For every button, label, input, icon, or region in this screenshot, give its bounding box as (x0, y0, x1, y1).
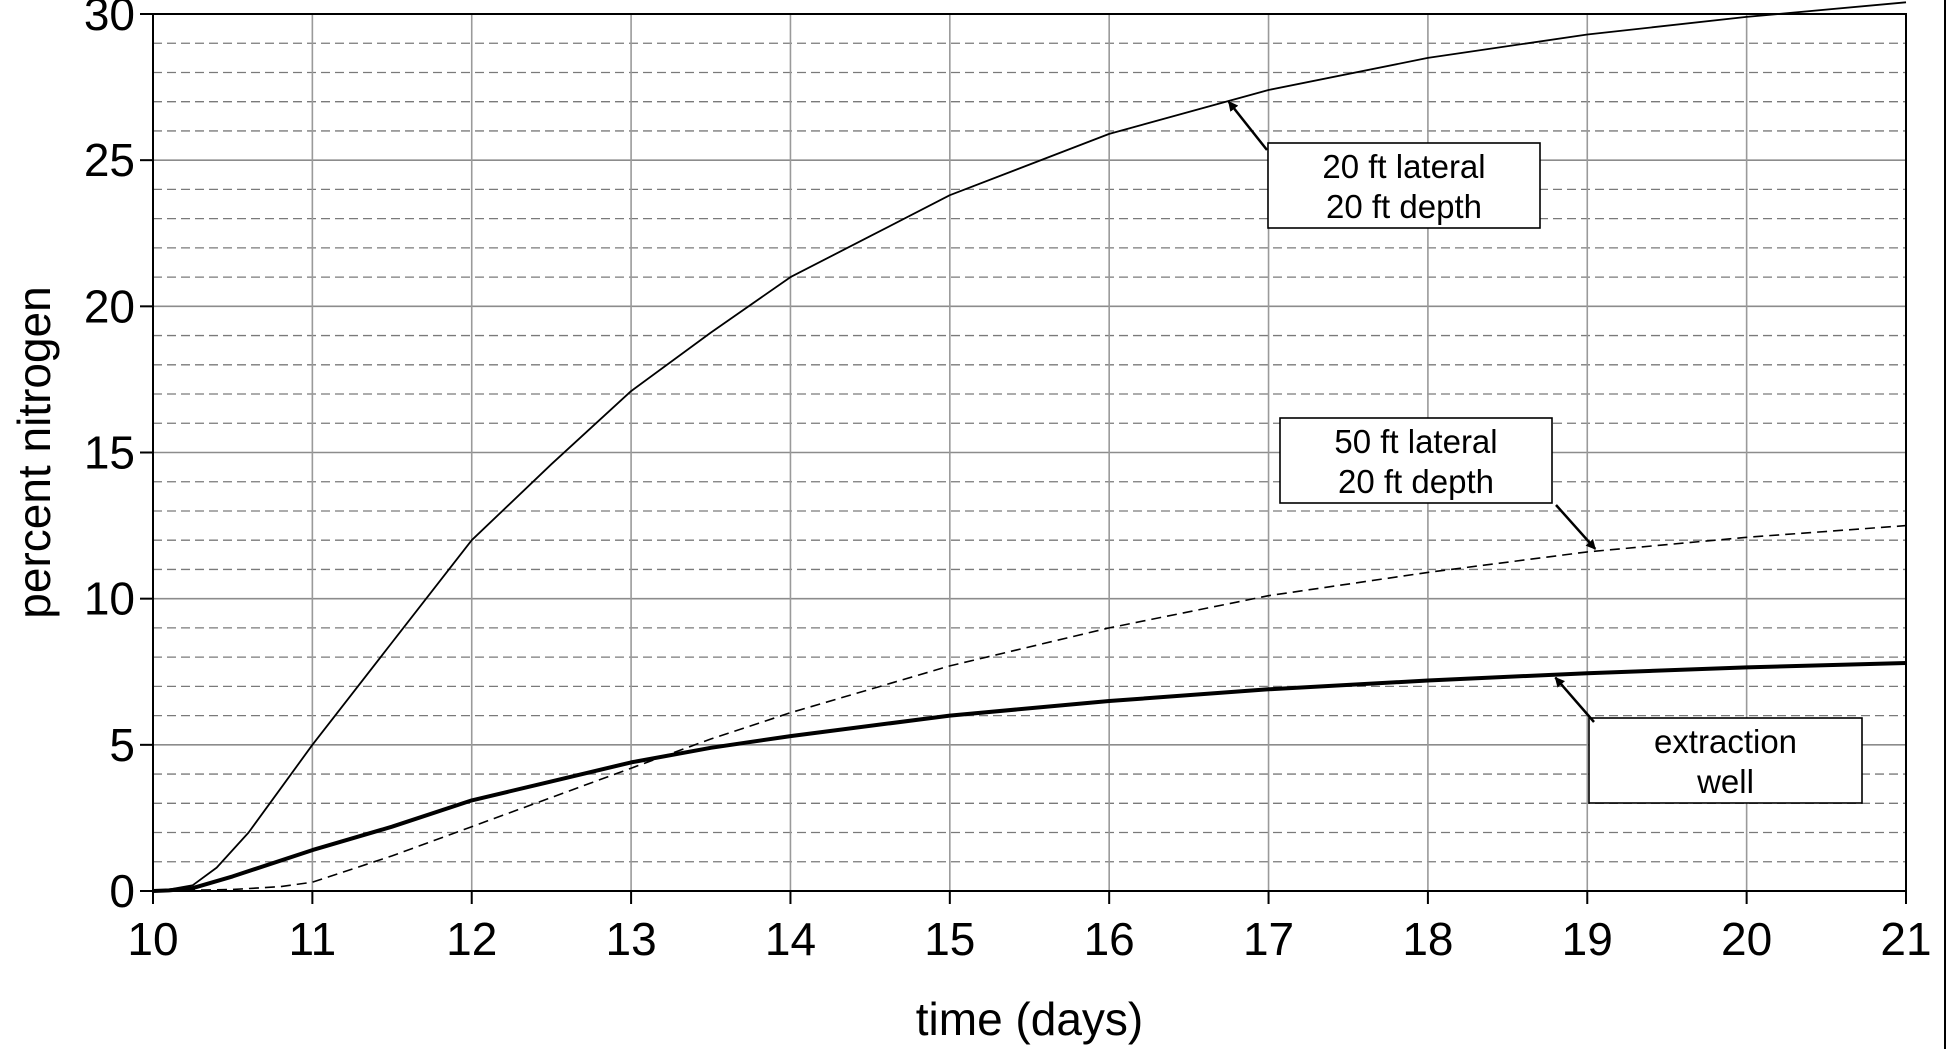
annotation-text: 20 ft depth (1338, 463, 1494, 500)
y-tick-label: 0 (109, 865, 135, 917)
y-tick-labels: 0 5 10 15 20 25 30 (84, 0, 135, 917)
annotation-text: extraction (1654, 723, 1797, 760)
series-line (152, 524, 1907, 892)
tick-marks (140, 13, 1907, 904)
y-tick-label: 5 (109, 719, 135, 771)
series-layer (152, 1, 1907, 893)
annotation-arrow (1554, 676, 1595, 723)
x-tick-label: 15 (924, 913, 975, 965)
annotation-text: 50 ft lateral (1334, 423, 1497, 460)
x-tick-label: 11 (288, 913, 336, 965)
x-tick-label: 17 (1243, 913, 1294, 965)
minor-gridlines (153, 42, 1906, 863)
series-line (152, 1, 1907, 892)
x-tick-label: 13 (606, 913, 657, 965)
annotation-box (1267, 142, 1541, 229)
x-tick-label: 20 (1721, 913, 1772, 965)
y-tick-label: 20 (84, 280, 135, 332)
annotation-arrow (1555, 504, 1597, 550)
y-axis-label: percent nitrogen (8, 286, 60, 618)
annotation-box (1279, 417, 1553, 504)
x-tick-labels: 10 11 12 13 14 15 16 17 18 19 20 21 (127, 913, 1931, 965)
series-line (152, 661, 1907, 893)
annotation-text: 20 ft lateral (1322, 148, 1485, 185)
y-tick-label: 30 (84, 0, 135, 40)
x-tick-label: 18 (1402, 913, 1453, 965)
annotation-text: well (1696, 763, 1754, 800)
x-tick-label: 16 (1084, 913, 1135, 965)
y-tick-label: 25 (84, 134, 135, 186)
annotation-text: 20 ft depth (1326, 188, 1482, 225)
x-axis-label: time (days) (916, 993, 1143, 1045)
y-tick-label: 15 (84, 427, 135, 479)
annotation-arrow (1227, 100, 1268, 151)
x-tick-label: 12 (446, 913, 497, 965)
x-tick-label: 10 (127, 913, 178, 965)
x-tick-label: 21 (1880, 913, 1931, 965)
x-tick-label: 14 (765, 913, 816, 965)
annotation-box (1588, 717, 1863, 804)
x-tick-label: 19 (1562, 913, 1613, 965)
y-tick-label: 10 (84, 573, 135, 625)
